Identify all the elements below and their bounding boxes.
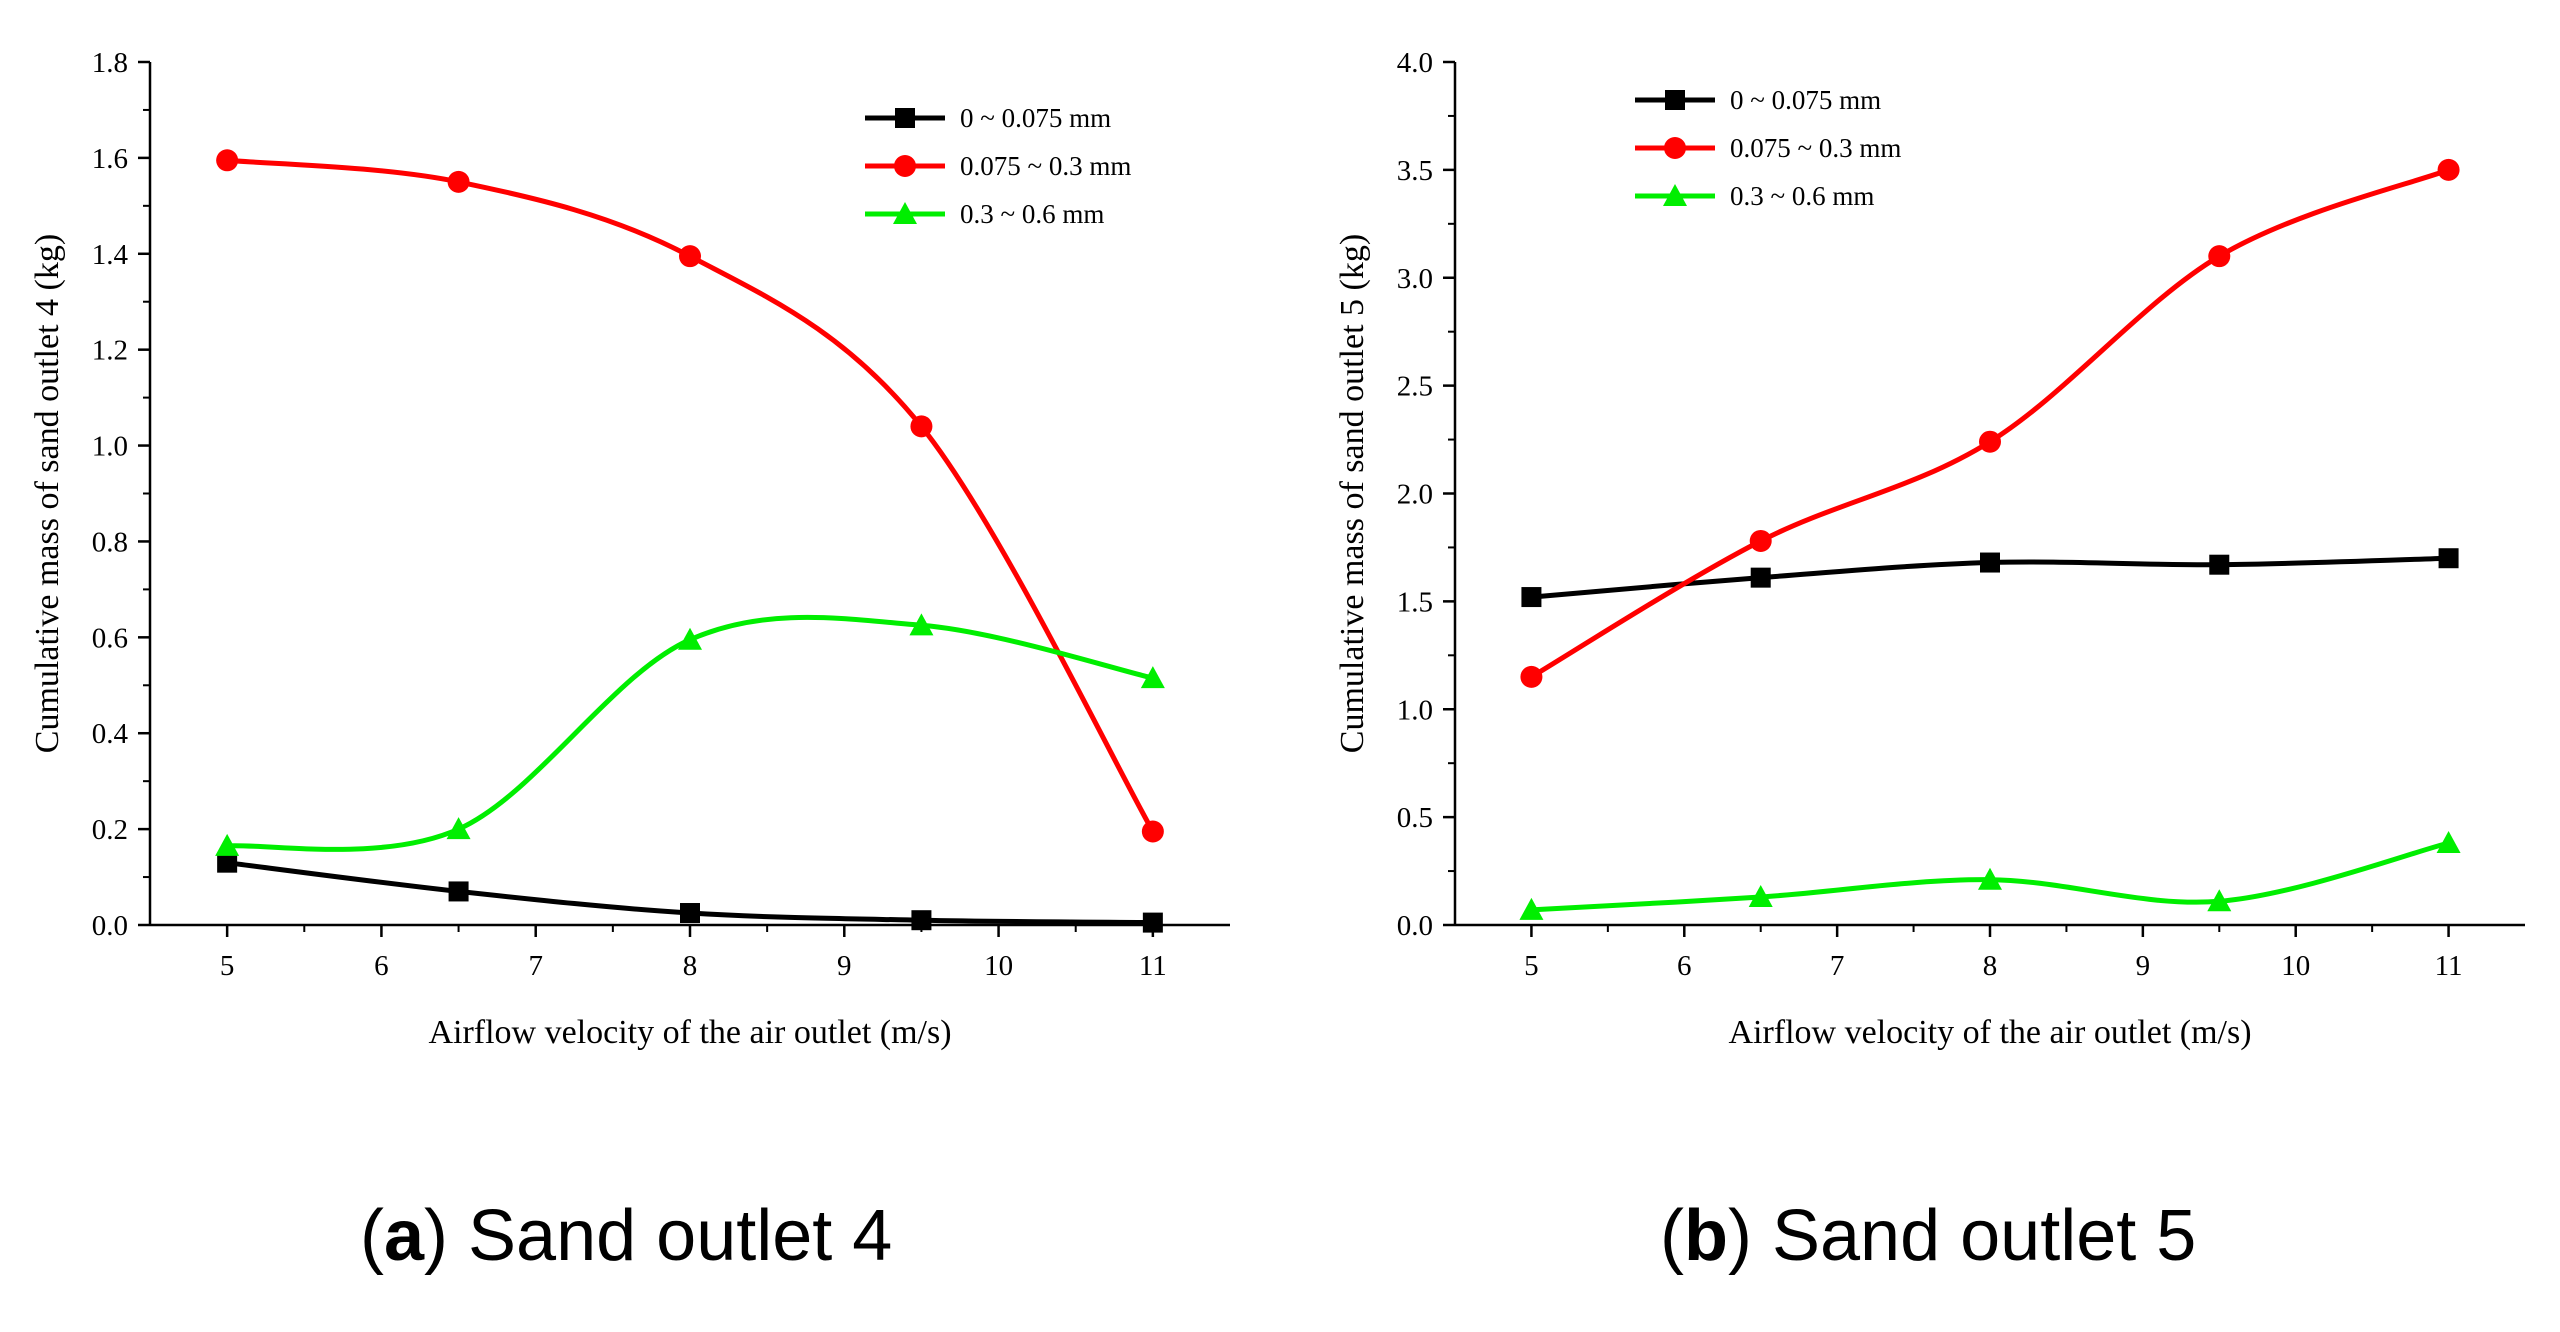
chart-b-legend-marker: [1665, 90, 1685, 110]
chart-a-legend-label: 0 ~ 0.075 mm: [960, 103, 1111, 133]
chart-b-y-tick-label: 1.5: [1397, 586, 1433, 618]
chart-b-y-tick-label: 4.0: [1397, 47, 1433, 79]
chart-a-group: 0.0 0.2 0.4 0.6 0.8 1.0 1.2 1.4 1.6 1.8 5 6 7 8 9 10 11 A…: [29, 47, 1230, 1051]
chart-b-data-point: [1750, 567, 1771, 588]
chart-b-data-point: [2438, 548, 2459, 569]
chart-b-data-point: [2436, 831, 2461, 854]
chart-b-y-tick-label: 2.5: [1397, 371, 1433, 403]
chart-b-x-tick-label: 6: [1677, 950, 1692, 982]
chart-b-data-point: [2209, 554, 2230, 575]
chart-a-data-point: [678, 627, 702, 650]
chart-b-data-point: [1979, 430, 2001, 453]
caption-a-text: Sand outlet 4: [468, 1196, 893, 1276]
chart-a-y-tick-label: 1.2: [92, 335, 128, 367]
chart-b-y-tick-label: 3.0: [1397, 263, 1433, 295]
chart-b-x-tick-label: 5: [1524, 950, 1539, 982]
caption-a-letter: a: [383, 1196, 425, 1276]
chart-b-x-tick-label: 8: [1983, 950, 1998, 982]
chart-a-x-tick-label: 5: [220, 950, 235, 982]
chart-a-y-axis-label: Cumulative mass of sand outlet 4 (kg): [29, 234, 66, 753]
chart-b-series-line: [1530, 167, 2450, 680]
chart-a-series-1: 0.075 ~ 0.3 mm: [216, 149, 1164, 843]
chart-b-y-tick-label: 1.0: [1397, 694, 1433, 726]
chart-a-x-tick-label: 7: [528, 950, 543, 982]
chart-b-y-axis-label: Cumulative mass of sand outlet 5 (kg): [1334, 234, 1371, 753]
chart-b-data-point: [2437, 158, 2460, 181]
chart-b-legend-label: 0.3 ~ 0.6 mm: [1730, 181, 1874, 211]
chart-b-data-point: [1978, 867, 2002, 890]
chart-a-data-point: [217, 852, 238, 873]
chart-b-data-point: [1980, 552, 2000, 573]
chart-a-y-tick-label: 1.0: [92, 431, 128, 463]
chart-b-y-tick-label: 0.5: [1397, 802, 1433, 834]
caption-b-letter: b: [1683, 1196, 1728, 1276]
chart-a-legend-label: 0.3 ~ 0.6 mm: [960, 199, 1104, 229]
chart-b-x-axis-label: Airflow velocity of the air outlet (m/s): [1728, 1014, 2251, 1051]
chart-a-x-axis-label: Airflow velocity of the air outlet (m/s): [428, 1014, 951, 1051]
chart-a-data-point: [1140, 666, 1165, 689]
chart-a-data-point: [679, 245, 701, 268]
chart-a-y-tick-label: 0.4: [92, 718, 129, 750]
chart-a-data-point: [1142, 912, 1163, 933]
chart-a-series-line: [226, 614, 1154, 852]
chart-a-y-tick-label: 0.8: [92, 526, 128, 558]
chart-a-x-tick-label: 9: [837, 950, 852, 982]
chart-b-y-tick-label: 2.0: [1397, 479, 1433, 511]
chart-b-x-tick-label: 7: [1830, 950, 1845, 982]
chart-b-data-point: [1520, 665, 1543, 688]
chart-b-y-tick-label: 0.0: [1397, 910, 1433, 942]
chart-a-y-tick-label: 0.6: [92, 622, 128, 654]
chart-a-x-tick-label: 10: [984, 950, 1013, 982]
chart-b-legend-label: 0.075 ~ 0.3 mm: [1730, 133, 1901, 163]
caption-a: (a) Sand outlet 4: [360, 1196, 893, 1276]
chart-b-legend-label: 0 ~ 0.075 mm: [1730, 85, 1881, 115]
chart-b-x-tick-label: 9: [2136, 950, 2151, 982]
chart-a-y-tick-label: 0.2: [92, 814, 128, 846]
chart-b-data-point: [1748, 884, 1773, 907]
chart-a-data-point: [446, 817, 471, 840]
chart-a-legend-marker: [893, 202, 917, 224]
chart-b-data-point: [2208, 245, 2231, 268]
chart-a-x-tick-label: 6: [374, 950, 389, 982]
chart-b-x-tick-label: 11: [2435, 950, 2463, 982]
chart-b-y-tick-label: 3.5: [1397, 155, 1433, 187]
chart-a-legend-marker: [895, 108, 915, 128]
chart-a-legend-marker: [894, 155, 916, 177]
chart-a-y-tick-label: 0.0: [92, 910, 128, 942]
chart-b-legend-marker: [1663, 184, 1687, 206]
chart-a-legend-label: 0.075 ~ 0.3 mm: [960, 151, 1131, 181]
chart-a-data-point: [215, 833, 240, 856]
chart-a-data-point: [911, 910, 932, 931]
chart-a-x-tick-label: 11: [1139, 950, 1167, 982]
chart-a-series-line: [226, 157, 1156, 833]
chart-a-data-point: [216, 149, 239, 172]
chart-a-y-tick-label: 1.8: [92, 47, 128, 79]
chart-b-group: 0.0 0.5 1.0 1.5 2.0 2.5 3.0 3.5 4.0 5 6 7 8 9 10 11 Airf…: [1334, 47, 2525, 1051]
chart-b-series-2: 0.3 ~ 0.6 mm: [1519, 181, 2461, 920]
chart-a-x-tick-label: 8: [683, 950, 698, 982]
chart-a-y-tick-label: 1.6: [92, 143, 128, 175]
chart-b-data-point: [2207, 889, 2232, 912]
chart-b-legend-marker: [1664, 137, 1686, 159]
chart-a-series-0: 0 ~ 0.075 mm: [217, 103, 1163, 933]
chart-b-data-point: [1521, 587, 1542, 608]
chart-b-data-point: [1519, 897, 1544, 920]
caption-b: (b) Sand outlet 5: [1660, 1196, 2197, 1276]
chart-a-data-point: [448, 881, 469, 902]
chart-b-series-1: 0.075 ~ 0.3 mm: [1520, 133, 2460, 688]
caption-b-text: Sand outlet 5: [1771, 1196, 2197, 1276]
chart-a-data-point: [909, 613, 934, 636]
chart-a-series-2: 0.3 ~ 0.6 mm: [215, 199, 1165, 856]
chart-a-y-tick-label: 1.4: [92, 239, 129, 271]
chart-b-series-0: 0 ~ 0.075 mm: [1521, 85, 2459, 608]
chart-a-data-point: [680, 903, 700, 924]
chart-a-data-point: [447, 170, 470, 193]
chart-b-data-point: [1749, 529, 1772, 552]
chart-b-x-tick-label: 10: [2281, 950, 2310, 982]
chart-a-data-point: [910, 415, 933, 438]
chart-a-data-point: [1141, 820, 1164, 843]
